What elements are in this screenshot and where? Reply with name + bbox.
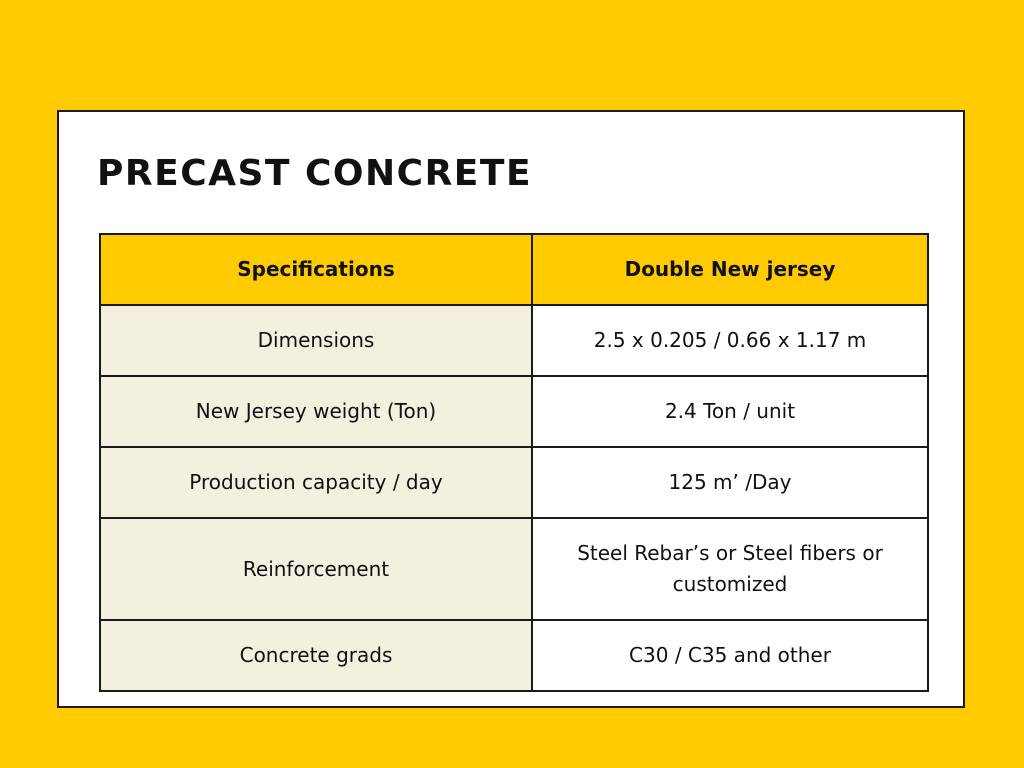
table-row: Reinforcement Steel Rebar’s or Steel fib…: [99, 517, 929, 621]
spec-card: PRECAST CONCRETE Specifications Double N…: [57, 110, 965, 708]
row-label-production-capacity: Production capacity / day: [99, 446, 533, 519]
row-value-dimensions: 2.5 x 0.205 / 0.66 x 1.17 m: [531, 304, 929, 377]
row-label-weight: New Jersey weight (Ton): [99, 375, 533, 448]
column-header-specifications: Specifications: [99, 233, 533, 306]
table-row: New Jersey weight (Ton) 2.4 Ton / unit: [99, 375, 929, 448]
row-label-dimensions: Dimensions: [99, 304, 533, 377]
row-value-production-capacity: 125 m’ /Day: [531, 446, 929, 519]
row-label-reinforcement: Reinforcement: [99, 517, 533, 621]
column-header-double-new-jersey: Double New jersey: [531, 233, 929, 306]
table-row: Production capacity / day 125 m’ /Day: [99, 446, 929, 519]
row-value-reinforcement: Steel Rebar’s or Steel fibers or customi…: [531, 517, 929, 621]
row-label-concrete-grads: Concrete grads: [99, 619, 533, 692]
page-title: PRECAST CONCRETE: [97, 153, 533, 194]
row-value-weight: 2.4 Ton / unit: [531, 375, 929, 448]
specifications-table: Specifications Double New jersey Dimensi…: [99, 233, 929, 692]
row-value-concrete-grads: C30 / C35 and other: [531, 619, 929, 692]
table-header-row: Specifications Double New jersey: [99, 233, 929, 306]
table-row: Concrete grads C30 / C35 and other: [99, 619, 929, 692]
table-row: Dimensions 2.5 x 0.205 / 0.66 x 1.17 m: [99, 304, 929, 377]
